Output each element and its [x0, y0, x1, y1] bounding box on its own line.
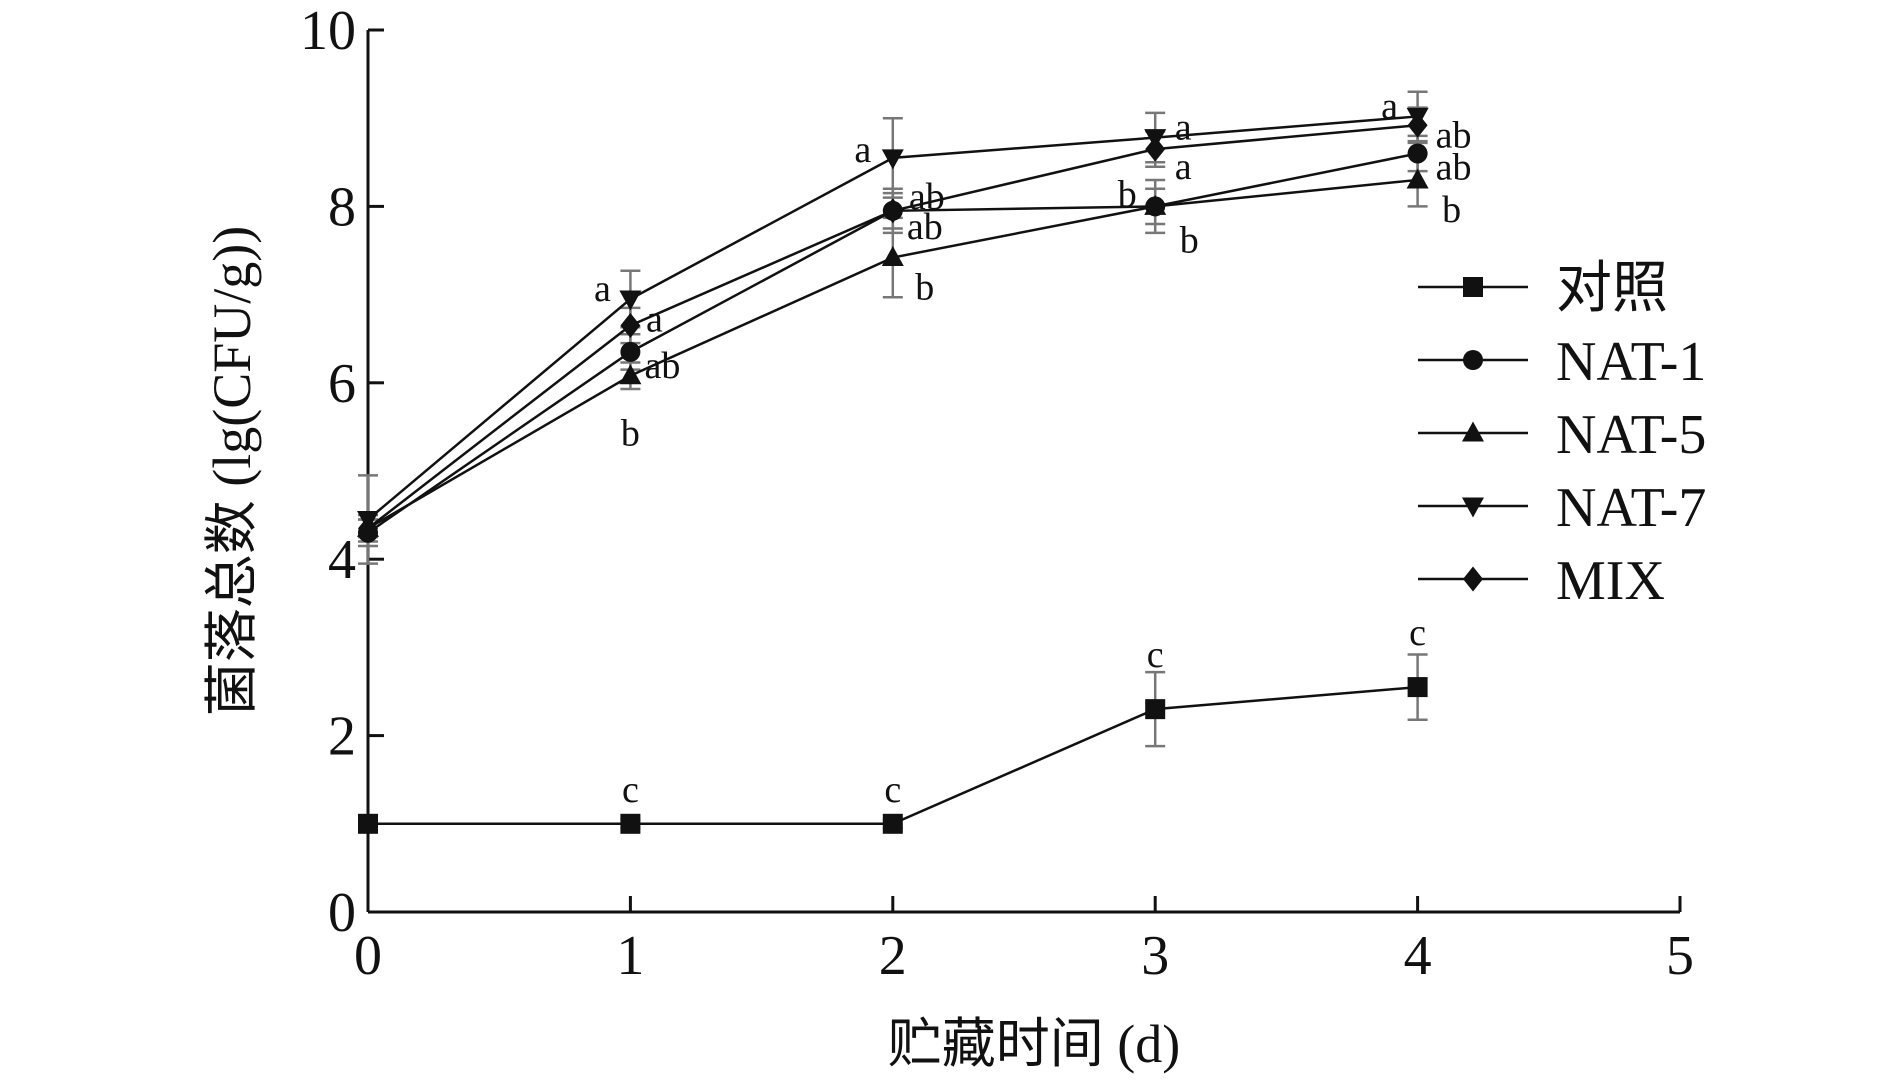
data-point-control — [1407, 677, 1428, 698]
y-tick-label: 4 — [328, 529, 356, 591]
significance-label: ab — [1436, 146, 1472, 188]
data-point-nat-5 — [1406, 168, 1429, 189]
significance-label: a — [854, 129, 871, 171]
data-point-nat-5 — [619, 364, 642, 385]
x-tick-label: 3 — [1141, 925, 1169, 987]
significance-label: ab — [644, 345, 680, 387]
y-axis-title: 菌落总数 (lg(CFU/g)) — [202, 226, 262, 716]
significance-label: b — [915, 267, 934, 309]
axes — [366, 30, 1680, 914]
y-tick-label: 6 — [328, 353, 356, 415]
x-axis-title: 贮藏时间 (d) — [888, 1014, 1180, 1074]
legend-label-mix: MIX — [1556, 550, 1665, 612]
x-tick-label: 2 — [879, 925, 907, 987]
y-tick-label: 0 — [328, 882, 356, 944]
legend-label-control: 对照 — [1556, 258, 1668, 320]
significance-label: b — [621, 413, 640, 455]
data-point-mix — [1407, 112, 1428, 138]
data-point-mix — [620, 312, 641, 338]
x-tick-label: 5 — [1666, 925, 1694, 987]
significance-label: a — [646, 298, 663, 340]
data-point-nat-5 — [1144, 194, 1167, 215]
significance-label: ab — [1436, 114, 1472, 156]
legend-marker-nat-1 — [1463, 350, 1483, 370]
significance-label: c — [622, 769, 639, 811]
significance-label: c — [1147, 634, 1164, 676]
significance-label: a — [1175, 107, 1192, 149]
data-point-nat-7 — [619, 290, 642, 311]
significance-label: b — [1442, 189, 1461, 231]
y-tick-label: 2 — [328, 706, 356, 768]
data-point-nat-7 — [881, 149, 904, 170]
data-point-nat-5 — [881, 246, 904, 267]
significance-label: b — [1118, 173, 1137, 215]
legend-marker-control — [1463, 277, 1483, 297]
tick-group: 0 1 2 3 4 5 0 2 4 6 8 10 — [300, 0, 1694, 987]
x-tick-label: 0 — [354, 925, 382, 987]
marker-group — [357, 107, 1429, 834]
x-tick-label: 1 — [616, 925, 644, 987]
data-point-control — [882, 813, 903, 834]
legend-marker-nat-5 — [1462, 421, 1484, 442]
legend-label-nat-7: NAT-7 — [1556, 477, 1706, 539]
significance-label: ab — [909, 176, 945, 218]
y-tick-label: 10 — [300, 0, 356, 62]
data-point-mix — [882, 198, 903, 224]
legend: 对照 NAT-1 NAT-5 NAT-7 MIX — [1418, 258, 1706, 612]
data-point-nat-1 — [620, 341, 641, 362]
significance-label: a — [594, 268, 611, 310]
data-point-control — [1145, 699, 1166, 720]
significance-label: a — [1175, 146, 1192, 188]
data-point-mix — [1145, 136, 1166, 162]
data-point-control — [620, 813, 641, 834]
significance-label: b — [1180, 219, 1199, 261]
legend-label-nat-1: NAT-1 — [1556, 331, 1706, 393]
x-tick-label: 4 — [1404, 925, 1432, 987]
legend-label-nat-5: NAT-5 — [1556, 404, 1706, 466]
significance-label: c — [884, 769, 901, 811]
significance-label: a — [1381, 85, 1398, 127]
legend-marker-mix — [1463, 566, 1483, 592]
data-point-control — [358, 813, 378, 834]
data-point-mix — [358, 515, 378, 541]
legend-marker-nat-7 — [1462, 497, 1484, 518]
significance-label: ab — [907, 206, 943, 248]
y-tick-label: 8 — [328, 176, 356, 238]
data-point-nat-1 — [1407, 143, 1428, 164]
significance-label: c — [1409, 612, 1426, 654]
